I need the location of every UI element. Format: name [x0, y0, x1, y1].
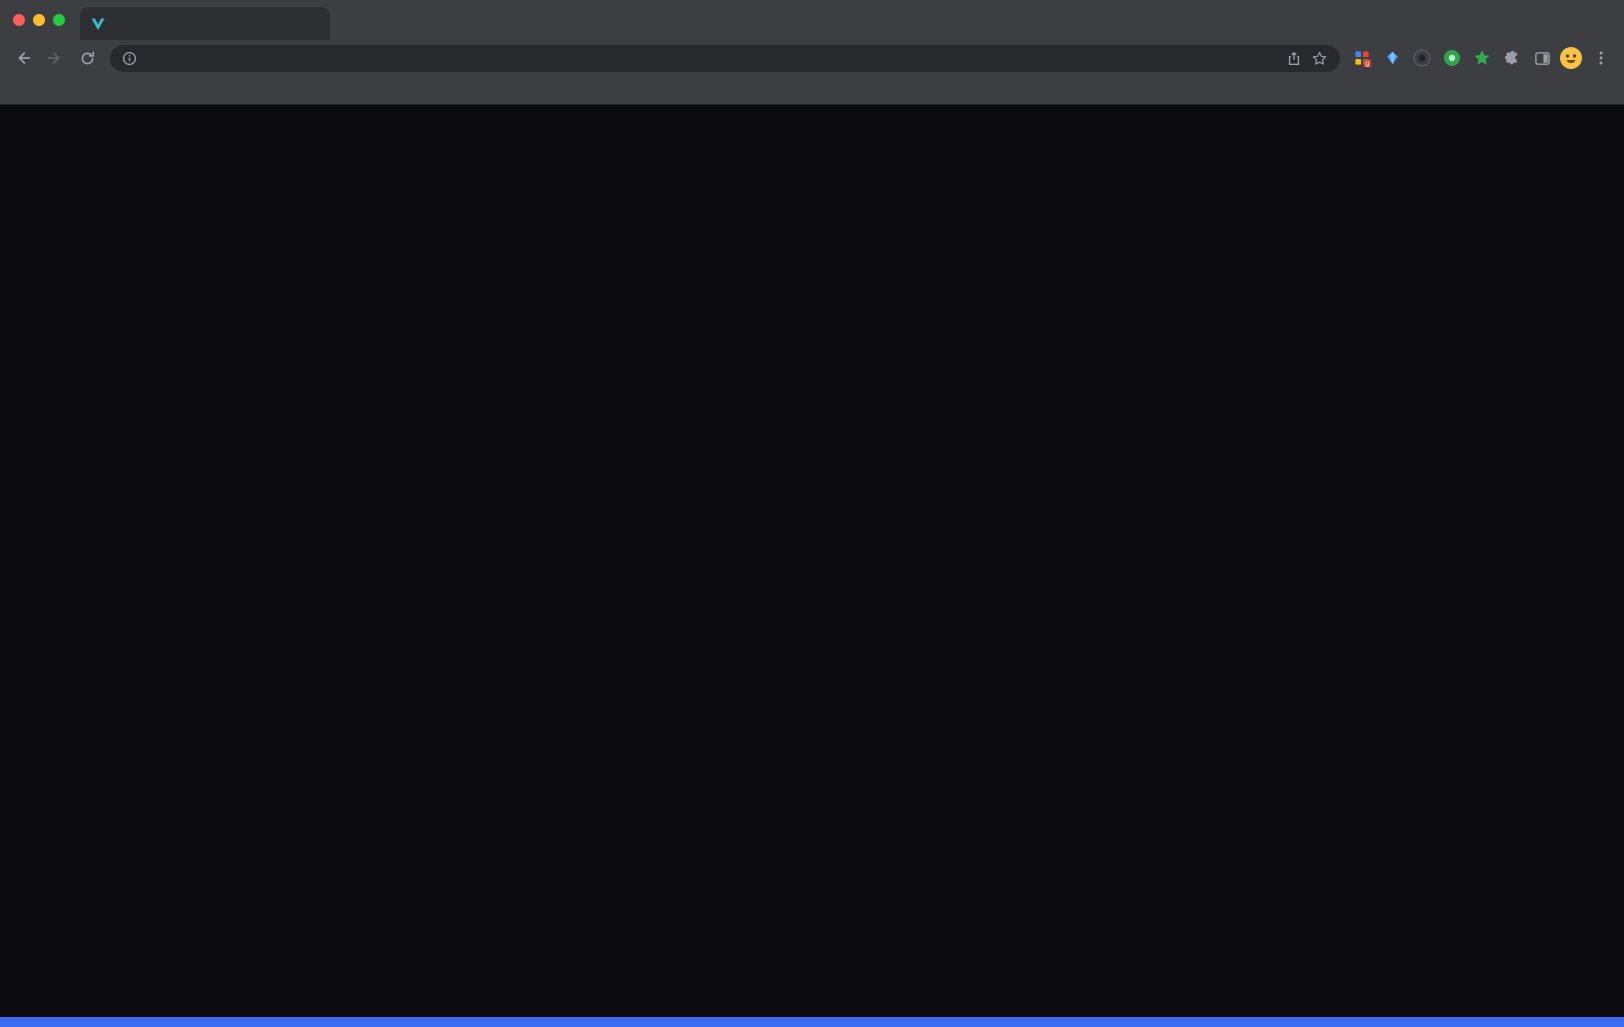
multi-area-line-chart [102, 677, 480, 893]
extension-green-circle-icon[interactable] [1438, 44, 1466, 72]
bottom-scrollbar[interactable] [0, 1017, 1624, 1027]
percent-gauge-chart [1035, 645, 1280, 873]
multi-line-chart [48, 425, 428, 643]
forward-button[interactable] [40, 43, 70, 73]
browser-toolbar: g [0, 40, 1624, 76]
extension-gem-icon[interactable] [1378, 44, 1406, 72]
dashboard-page [0, 105, 1624, 1027]
grouped-bar-chart [45, 153, 430, 371]
share-icon[interactable] [1286, 50, 1302, 67]
close-window-button[interactable] [13, 14, 25, 26]
rose-donut-chart [540, 639, 940, 889]
city-progress-chart [985, 157, 1375, 382]
horizontal-bar-chart [500, 155, 895, 373]
bookmarks-bar [0, 76, 1624, 105]
extension-grid-icon[interactable]: g [1348, 44, 1376, 72]
site-favicon-icon [90, 16, 106, 32]
site-info-icon[interactable] [122, 51, 137, 66]
side-panel-icon[interactable] [1528, 44, 1556, 72]
address-bar[interactable] [110, 44, 1340, 72]
svg-text:g: g [1365, 59, 1369, 67]
area-line-chart [972, 387, 1354, 601]
reload-button[interactable] [72, 43, 102, 73]
profile-avatar[interactable] [1558, 45, 1584, 71]
extensions-puzzle-icon[interactable] [1498, 44, 1526, 72]
minimize-window-button[interactable] [33, 14, 45, 26]
extension-dark-circle-icon[interactable] [1408, 44, 1436, 72]
gradient-line-chart [505, 400, 877, 615]
menu-kebab-icon[interactable] [1586, 43, 1616, 73]
titlebar [0, 0, 1624, 40]
extension-green-star-icon[interactable] [1468, 44, 1496, 72]
bookmark-star-icon[interactable] [1311, 50, 1328, 67]
zoom-window-button[interactable] [53, 14, 65, 26]
browser-tab[interactable] [80, 7, 330, 40]
window-controls [13, 14, 65, 26]
back-button[interactable] [8, 43, 38, 73]
